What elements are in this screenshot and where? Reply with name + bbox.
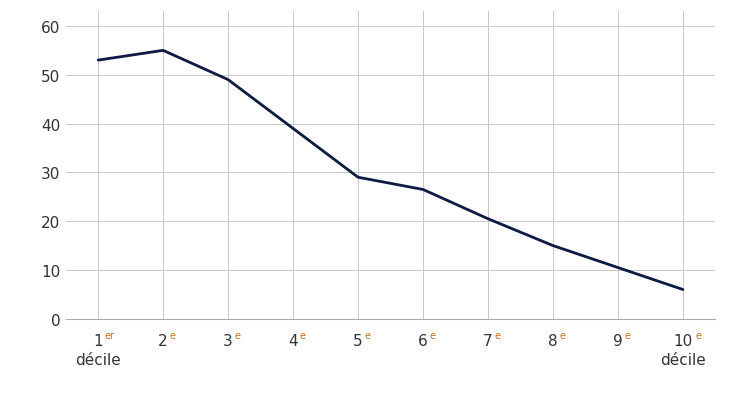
Text: décile: décile bbox=[75, 352, 121, 367]
Text: 3: 3 bbox=[223, 333, 233, 348]
Text: 6: 6 bbox=[418, 333, 428, 348]
Text: e: e bbox=[494, 330, 500, 340]
Text: er: er bbox=[104, 330, 115, 340]
Text: 2: 2 bbox=[158, 333, 168, 348]
Text: 9: 9 bbox=[613, 333, 623, 348]
Text: 4: 4 bbox=[288, 333, 298, 348]
Text: e: e bbox=[624, 330, 630, 340]
Text: e: e bbox=[559, 330, 565, 340]
Text: 5: 5 bbox=[353, 333, 363, 348]
Text: e: e bbox=[234, 330, 240, 340]
Text: 8: 8 bbox=[548, 333, 558, 348]
Text: 7: 7 bbox=[483, 333, 493, 348]
Text: 10: 10 bbox=[673, 333, 693, 348]
Text: e: e bbox=[429, 330, 435, 340]
Text: e: e bbox=[169, 330, 175, 340]
Text: e: e bbox=[696, 330, 702, 340]
Text: décile: décile bbox=[660, 352, 706, 367]
Text: e: e bbox=[299, 330, 305, 340]
Text: 1: 1 bbox=[93, 333, 103, 348]
Text: e: e bbox=[364, 330, 370, 340]
